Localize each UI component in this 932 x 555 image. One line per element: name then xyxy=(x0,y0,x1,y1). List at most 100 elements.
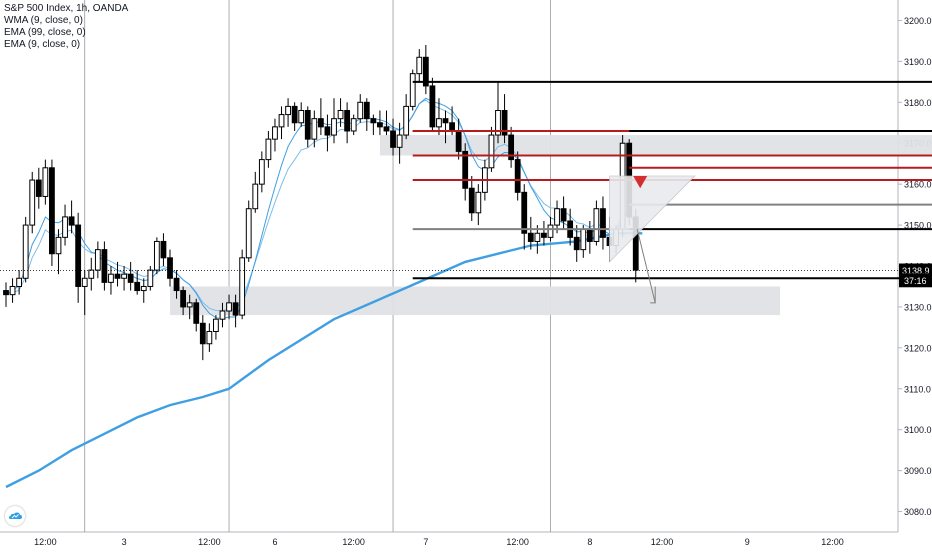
candle xyxy=(436,118,442,128)
candle xyxy=(94,249,101,271)
x-tick-label: 12:00 xyxy=(34,537,57,547)
candle xyxy=(357,101,364,120)
candle xyxy=(304,109,311,140)
candle xyxy=(508,134,515,161)
y-tick-label: 3090.0 xyxy=(904,466,932,476)
candle xyxy=(252,183,259,210)
candle xyxy=(311,118,318,140)
y-tick-label: 3150.0 xyxy=(904,221,932,231)
candle xyxy=(344,109,351,132)
red-arrow-icon xyxy=(633,175,648,189)
candle xyxy=(285,105,291,116)
legend-wma: WMA (9, close, 0) xyxy=(4,15,83,26)
countdown-label: 37:16 xyxy=(904,276,927,286)
candle xyxy=(35,179,42,197)
tradingview-logo-icon[interactable] xyxy=(5,506,25,526)
candle xyxy=(593,208,600,242)
candle xyxy=(278,114,285,128)
y-tick-label: 3100.0 xyxy=(904,425,932,435)
candle xyxy=(272,126,278,140)
candle xyxy=(101,249,108,283)
candle xyxy=(317,118,324,128)
candle xyxy=(396,134,403,148)
projection-arrow xyxy=(636,229,656,303)
price-zone xyxy=(170,286,781,316)
candle xyxy=(49,167,55,255)
candle xyxy=(390,130,396,148)
candle xyxy=(468,187,475,214)
candle xyxy=(180,290,187,308)
candle xyxy=(134,281,141,292)
candle xyxy=(226,302,232,312)
candle xyxy=(580,228,587,251)
y-tick-label: 3110.0 xyxy=(904,384,931,394)
x-tick-label: 7 xyxy=(423,537,428,547)
candle xyxy=(219,310,226,320)
candle xyxy=(409,73,416,107)
y-tick-label: 3160.0 xyxy=(904,180,932,190)
candle xyxy=(213,318,219,332)
candle xyxy=(449,122,455,132)
candle xyxy=(527,232,534,242)
y-tick-label: 3080.0 xyxy=(904,507,932,517)
candle xyxy=(475,191,482,214)
candle xyxy=(186,302,193,308)
candle xyxy=(16,277,23,287)
x-tick-label: 12:00 xyxy=(342,537,365,547)
x-tick-label: 12:00 xyxy=(651,537,674,547)
x-tick-label: 8 xyxy=(587,537,592,547)
arrow-head-icon xyxy=(650,286,656,304)
cloud-icon xyxy=(8,512,22,519)
candle xyxy=(42,167,49,197)
candle xyxy=(265,138,272,161)
candle xyxy=(173,277,180,292)
ema99-line xyxy=(5,232,643,489)
candle xyxy=(127,273,134,283)
x-tick-label: 9 xyxy=(745,537,750,547)
x-tick-label: 6 xyxy=(272,537,277,547)
candle xyxy=(114,273,121,279)
candle xyxy=(324,126,331,136)
candle xyxy=(291,105,298,124)
y-tick-label: 3190.0 xyxy=(904,57,932,67)
candle xyxy=(68,216,75,226)
candle xyxy=(363,101,370,120)
candle xyxy=(377,122,383,128)
candle xyxy=(547,224,554,238)
candle xyxy=(108,273,114,283)
candle xyxy=(62,216,68,238)
candle xyxy=(521,191,528,234)
candle xyxy=(541,232,547,238)
candle xyxy=(488,134,495,169)
y-tick-label: 3120.0 xyxy=(904,343,932,353)
candle xyxy=(22,224,29,279)
candle xyxy=(81,277,88,287)
candle xyxy=(258,159,265,185)
candle xyxy=(416,56,423,75)
candle xyxy=(383,126,390,132)
candle xyxy=(534,232,541,242)
candle xyxy=(160,240,167,259)
price-zone xyxy=(379,135,932,156)
legend-ema9: EMA (9, close, 0) xyxy=(4,39,81,50)
y-tick-label: 3130.0 xyxy=(904,302,932,312)
x-tick-label: 12:00 xyxy=(821,537,844,547)
candle xyxy=(239,257,246,316)
candle xyxy=(9,285,16,296)
candle xyxy=(600,208,606,238)
candle xyxy=(3,290,9,296)
candle xyxy=(88,269,95,279)
candle xyxy=(29,179,36,226)
candle xyxy=(501,109,508,136)
candle xyxy=(350,118,357,132)
candle xyxy=(193,302,200,324)
candle xyxy=(147,269,154,287)
countdown-badge xyxy=(899,273,932,288)
legend-title: S&P 500 Index, 1h, OANDA xyxy=(4,3,129,14)
x-tick-label: 3 xyxy=(122,537,127,547)
candle xyxy=(429,85,436,128)
candle xyxy=(337,109,344,120)
candle xyxy=(462,150,469,189)
